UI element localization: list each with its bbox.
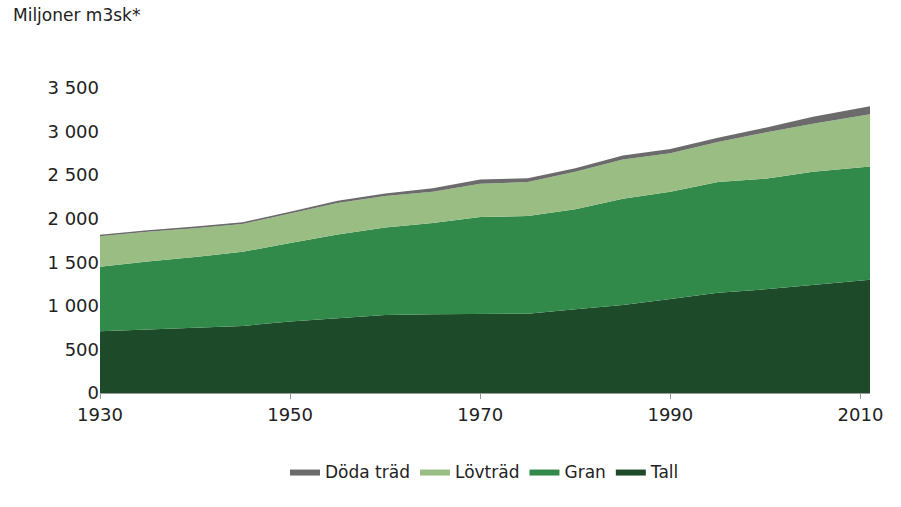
svg-text:1990: 1990 [647, 404, 693, 425]
svg-text:Tall: Tall [650, 462, 678, 482]
svg-text:1930: 1930 [77, 404, 123, 425]
svg-text:Döda träd: Döda träd [325, 462, 410, 482]
svg-text:Gran: Gran [564, 462, 605, 482]
svg-text:3 500: 3 500 [47, 77, 99, 98]
svg-text:1 500: 1 500 [47, 252, 99, 273]
svg-text:500: 500 [65, 339, 99, 360]
svg-text:1 000: 1 000 [47, 295, 99, 316]
svg-text:1970: 1970 [457, 404, 503, 425]
svg-text:2010: 2010 [838, 404, 884, 425]
svg-text:2 500: 2 500 [47, 164, 99, 185]
svg-text:Lövträd: Lövträd [455, 462, 520, 482]
svg-text:3 000: 3 000 [47, 121, 99, 142]
svg-text:2 000: 2 000 [47, 208, 99, 229]
svg-text:0: 0 [88, 382, 99, 403]
svg-text:Miljoner m3sk*: Miljoner m3sk* [13, 5, 140, 25]
svg-text:1950: 1950 [267, 404, 313, 425]
